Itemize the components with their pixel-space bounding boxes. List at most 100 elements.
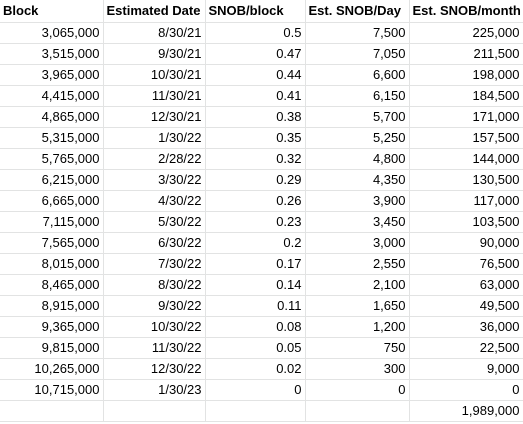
header-est-snob-per-day[interactable]: Est. SNOB/Day: [305, 0, 410, 23]
cell-block[interactable]: 4,865,000: [0, 106, 104, 128]
cell-est-snob-per-month[interactable]: 198,000: [409, 64, 523, 86]
cell-est-snob-per-day[interactable]: 1,650: [305, 295, 410, 317]
cell-est-snob-per-day[interactable]: [305, 400, 410, 422]
cell-estimated-date[interactable]: 12/30/21: [103, 106, 206, 128]
cell-est-snob-per-month[interactable]: 49,500: [409, 295, 523, 317]
cell-est-snob-per-day[interactable]: 4,350: [305, 169, 410, 191]
cell-snob-per-block[interactable]: 0.41: [205, 85, 306, 107]
cell-estimated-date[interactable]: 9/30/22: [103, 295, 206, 317]
cell-snob-per-block[interactable]: [205, 400, 306, 422]
cell-est-snob-per-day[interactable]: 750: [305, 337, 410, 359]
header-estimated-date[interactable]: Estimated Date: [103, 0, 206, 23]
cell-est-snob-per-day[interactable]: 7,500: [305, 22, 410, 44]
cell-block[interactable]: 10,265,000: [0, 358, 104, 380]
cell-est-snob-per-month[interactable]: 1,989,000: [409, 400, 523, 422]
cell-block[interactable]: 10,715,000: [0, 379, 104, 401]
cell-block[interactable]: [0, 400, 104, 422]
header-snob-per-block[interactable]: SNOB/block: [205, 0, 306, 23]
cell-est-snob-per-day[interactable]: 300: [305, 358, 410, 380]
cell-estimated-date[interactable]: 2/28/22: [103, 148, 206, 170]
cell-block[interactable]: 9,815,000: [0, 337, 104, 359]
cell-estimated-date[interactable]: 7/30/22: [103, 253, 206, 275]
cell-estimated-date[interactable]: 9/30/21: [103, 43, 206, 65]
cell-snob-per-block[interactable]: 0.29: [205, 169, 306, 191]
cell-estimated-date[interactable]: 6/30/22: [103, 232, 206, 254]
cell-snob-per-block[interactable]: 0.14: [205, 274, 306, 296]
cell-estimated-date[interactable]: 4/30/22: [103, 190, 206, 212]
cell-snob-per-block[interactable]: 0.02: [205, 358, 306, 380]
cell-est-snob-per-month[interactable]: 157,500: [409, 127, 523, 149]
cell-estimated-date[interactable]: 8/30/22: [103, 274, 206, 296]
cell-estimated-date[interactable]: 3/30/22: [103, 169, 206, 191]
cell-block[interactable]: 5,315,000: [0, 127, 104, 149]
cell-estimated-date[interactable]: 1/30/22: [103, 127, 206, 149]
cell-est-snob-per-month[interactable]: 117,000: [409, 190, 523, 212]
cell-est-snob-per-day[interactable]: 1,200: [305, 316, 410, 338]
cell-estimated-date[interactable]: 12/30/22: [103, 358, 206, 380]
cell-est-snob-per-day[interactable]: 0: [305, 379, 410, 401]
cell-snob-per-block[interactable]: 0.08: [205, 316, 306, 338]
cell-est-snob-per-day[interactable]: 5,700: [305, 106, 410, 128]
header-block[interactable]: Block: [0, 0, 104, 23]
cell-est-snob-per-month[interactable]: 90,000: [409, 232, 523, 254]
cell-block[interactable]: 7,115,000: [0, 211, 104, 233]
cell-snob-per-block[interactable]: 0.2: [205, 232, 306, 254]
cell-estimated-date[interactable]: 1/30/23: [103, 379, 206, 401]
cell-est-snob-per-month[interactable]: 63,000: [409, 274, 523, 296]
cell-estimated-date[interactable]: 11/30/22: [103, 337, 206, 359]
cell-est-snob-per-day[interactable]: 3,450: [305, 211, 410, 233]
cell-est-snob-per-month[interactable]: 130,500: [409, 169, 523, 191]
cell-snob-per-block[interactable]: 0: [205, 379, 306, 401]
cell-block[interactable]: 3,965,000: [0, 64, 104, 86]
cell-estimated-date[interactable]: 10/30/22: [103, 316, 206, 338]
cell-est-snob-per-month[interactable]: 171,000: [409, 106, 523, 128]
cell-est-snob-per-month[interactable]: 22,500: [409, 337, 523, 359]
cell-block[interactable]: 8,015,000: [0, 253, 104, 275]
cell-block[interactable]: 5,765,000: [0, 148, 104, 170]
cell-snob-per-block[interactable]: 0.5: [205, 22, 306, 44]
cell-snob-per-block[interactable]: 0.38: [205, 106, 306, 128]
cell-estimated-date[interactable]: 8/30/21: [103, 22, 206, 44]
cell-est-snob-per-month[interactable]: 144,000: [409, 148, 523, 170]
cell-est-snob-per-day[interactable]: 3,900: [305, 190, 410, 212]
cell-snob-per-block[interactable]: 0.23: [205, 211, 306, 233]
cell-estimated-date[interactable]: [103, 400, 206, 422]
cell-est-snob-per-day[interactable]: 2,550: [305, 253, 410, 275]
cell-estimated-date[interactable]: 5/30/22: [103, 211, 206, 233]
cell-est-snob-per-day[interactable]: 7,050: [305, 43, 410, 65]
cell-snob-per-block[interactable]: 0.35: [205, 127, 306, 149]
cell-est-snob-per-month[interactable]: 225,000: [409, 22, 523, 44]
cell-snob-per-block[interactable]: 0.26: [205, 190, 306, 212]
cell-block[interactable]: 9,365,000: [0, 316, 104, 338]
cell-block[interactable]: 4,415,000: [0, 85, 104, 107]
cell-est-snob-per-day[interactable]: 2,100: [305, 274, 410, 296]
cell-block[interactable]: 8,465,000: [0, 274, 104, 296]
cell-est-snob-per-month[interactable]: 9,000: [409, 358, 523, 380]
cell-est-snob-per-month[interactable]: 211,500: [409, 43, 523, 65]
cell-est-snob-per-month[interactable]: 103,500: [409, 211, 523, 233]
cell-snob-per-block[interactable]: 0.05: [205, 337, 306, 359]
cell-est-snob-per-month[interactable]: 76,500: [409, 253, 523, 275]
cell-block[interactable]: 6,215,000: [0, 169, 104, 191]
cell-snob-per-block[interactable]: 0.11: [205, 295, 306, 317]
cell-snob-per-block[interactable]: 0.47: [205, 43, 306, 65]
cell-block[interactable]: 7,565,000: [0, 232, 104, 254]
cell-block[interactable]: 8,915,000: [0, 295, 104, 317]
cell-est-snob-per-month[interactable]: 36,000: [409, 316, 523, 338]
cell-block[interactable]: 3,065,000: [0, 22, 104, 44]
cell-est-snob-per-month[interactable]: 0: [409, 379, 523, 401]
cell-est-snob-per-day[interactable]: 6,600: [305, 64, 410, 86]
header-est-snob-per-month[interactable]: Est. SNOB/month: [409, 0, 523, 23]
cell-est-snob-per-month[interactable]: 184,500: [409, 85, 523, 107]
cell-estimated-date[interactable]: 11/30/21: [103, 85, 206, 107]
cell-est-snob-per-day[interactable]: 6,150: [305, 85, 410, 107]
cell-snob-per-block[interactable]: 0.32: [205, 148, 306, 170]
cell-est-snob-per-day[interactable]: 5,250: [305, 127, 410, 149]
cell-est-snob-per-day[interactable]: 3,000: [305, 232, 410, 254]
cell-block[interactable]: 6,665,000: [0, 190, 104, 212]
cell-snob-per-block[interactable]: 0.44: [205, 64, 306, 86]
cell-estimated-date[interactable]: 10/30/21: [103, 64, 206, 86]
cell-snob-per-block[interactable]: 0.17: [205, 253, 306, 275]
cell-block[interactable]: 3,515,000: [0, 43, 104, 65]
cell-est-snob-per-day[interactable]: 4,800: [305, 148, 410, 170]
